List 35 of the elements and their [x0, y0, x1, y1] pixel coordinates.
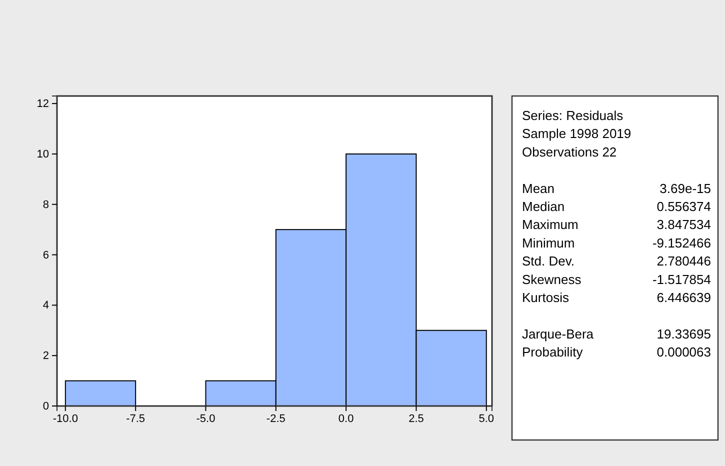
data-label: 0.556374: [656, 199, 711, 214]
data-label: 3.847534: [656, 217, 711, 232]
y-tick-label: 10: [36, 148, 49, 160]
category-label: Mean: [522, 180, 555, 196]
category-label: Median: [522, 199, 565, 214]
y-tick-label: 6: [42, 249, 49, 262]
category-label: Std. Dev.: [522, 254, 575, 269]
category-label: Skewness: [522, 272, 582, 287]
y-tick-label: 2: [42, 350, 49, 362]
y-tick-label: 8: [42, 198, 49, 211]
x-tick-label: 2.5: [408, 412, 424, 425]
data-label: 2.780446: [656, 254, 711, 269]
y-tick-label: 4: [42, 300, 49, 312]
category-label: Probability: [522, 344, 584, 360]
x-tick-label: -10.0: [52, 412, 78, 425]
y-tick-label: 0: [42, 400, 49, 413]
data-label: 0.000063: [656, 344, 711, 360]
category-label: Kurtosis: [522, 290, 570, 305]
x-tick-label: -7.5: [126, 412, 146, 425]
x-tick-label: -5.0: [196, 412, 216, 425]
x-tick-label: -2.5: [266, 412, 286, 425]
x-tick-label: 0.0: [338, 412, 354, 425]
x-tick-label: 5.0: [478, 412, 494, 425]
data-label: 19.33695: [656, 326, 711, 342]
text: Sample 1998 2019: [522, 126, 632, 142]
text: Observations 22: [522, 144, 617, 160]
data-label: -1.517854: [652, 272, 711, 287]
category-label: Jarque-Bera: [522, 326, 594, 342]
text: Series: Residuals: [522, 108, 624, 123]
data-label: 3.69e-15: [660, 180, 711, 196]
category-label: Maximum: [522, 217, 578, 232]
data-label: 6.446639: [656, 290, 711, 305]
category-label: Minimum: [522, 235, 575, 250]
data-label: -9.152466: [652, 235, 711, 250]
y-tick-label: 12: [36, 98, 49, 110]
